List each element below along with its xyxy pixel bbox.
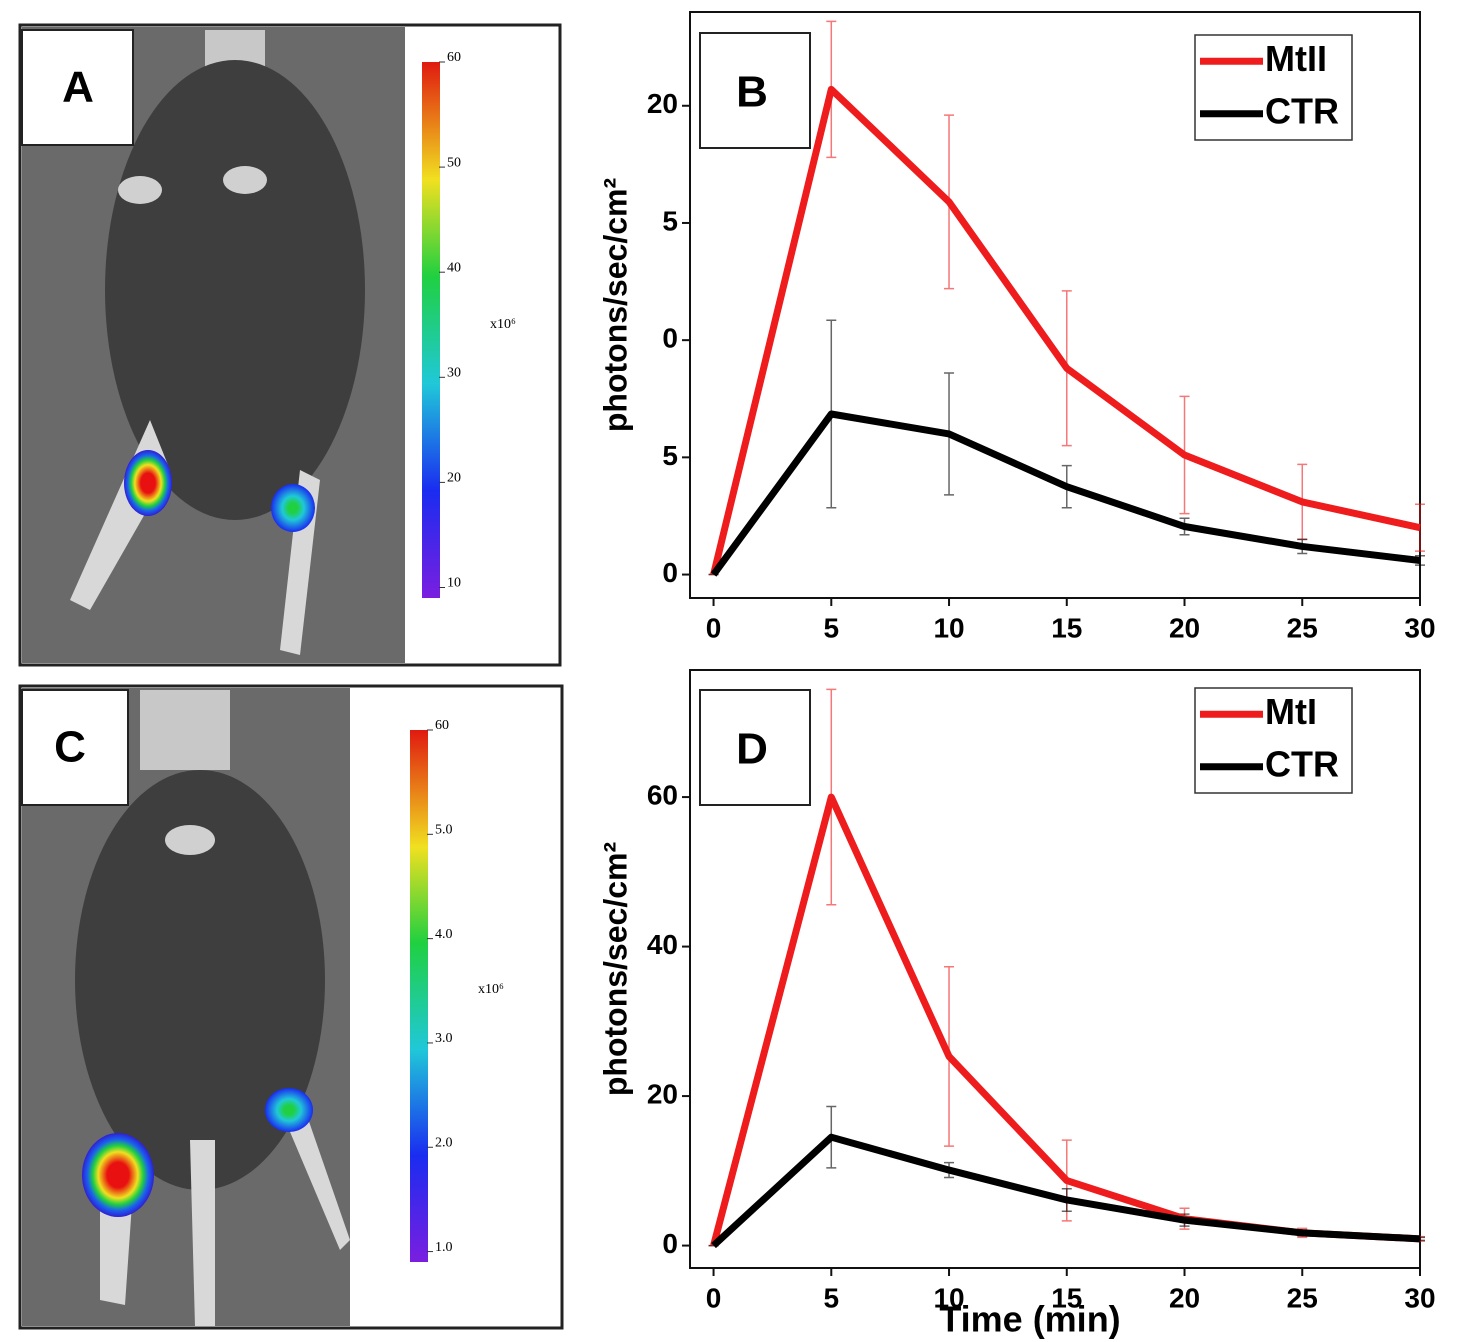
- legend-label: MtII: [1265, 38, 1327, 79]
- panel-label: B: [736, 68, 768, 117]
- x-tick-label: 30: [1404, 1282, 1435, 1313]
- scale-labels: 60 50 40 30 20 10 x10⁶: [439, 50, 516, 591]
- panel-a: A 60 50 40 30 20 10 x10⁶: [18, 23, 562, 667]
- scale-label: 1.0: [435, 1240, 453, 1255]
- scale-label: 4.0: [435, 927, 453, 942]
- legend-box: [1194, 687, 1353, 794]
- nose-cone: [140, 690, 230, 770]
- scale-label: 40: [447, 260, 461, 275]
- panel-label-box: [21, 689, 129, 806]
- y-tick-label: 60: [647, 779, 678, 810]
- x-tick-label: 0: [706, 612, 722, 643]
- mouse-paw: [118, 176, 162, 204]
- scale-label: 50: [447, 155, 461, 170]
- x-tick-label: 10: [933, 612, 964, 643]
- y-tick-label: 20: [647, 1078, 678, 1109]
- scale-label: 20: [447, 471, 461, 486]
- mouse-paw: [165, 825, 215, 855]
- x-tick-label: 30: [1404, 612, 1435, 643]
- scale-label: 3.0: [435, 1031, 453, 1046]
- scale-label: 2.0: [435, 1135, 453, 1150]
- y-tick-label: 5: [662, 440, 678, 471]
- x-tick-label: 5: [824, 1282, 840, 1313]
- luminescence: [265, 1088, 313, 1132]
- mouse-paw: [223, 166, 267, 194]
- scale-labels: 60 5.0 4.0 3.0 2.0 1.0 x10⁶: [427, 718, 504, 1255]
- y-tick-label: 0: [662, 557, 678, 588]
- legend-label: CTR: [1265, 743, 1339, 784]
- legend-box: [1194, 34, 1353, 141]
- x-tick-label: 5: [824, 612, 840, 643]
- x-tick-label: 25: [1287, 1282, 1318, 1313]
- chart: 0 5 10 15 20 25 30 0 20 40 60 photons/sec/cm² Time (…: [597, 669, 1436, 1340]
- series-line: [710, 410, 1421, 577]
- color-bar: [422, 62, 440, 598]
- panel-label-box: [21, 29, 134, 146]
- plot-frame: [689, 669, 1421, 1269]
- chart: 0 5 10 15 20 25 30 0 5 0 5 20 photons/sec/cm² B MtII CT…: [597, 11, 1436, 643]
- scale-label: 30: [447, 366, 461, 381]
- x-tick-label: 0: [706, 1282, 722, 1313]
- y-tick-label: 20: [647, 88, 678, 119]
- panel-label: A: [62, 63, 94, 112]
- x-tick-label: 25: [1287, 612, 1318, 643]
- series-line: [711, 1133, 1421, 1249]
- x-tick-label: 20: [1169, 1282, 1200, 1313]
- y-tick-label: 40: [647, 929, 678, 960]
- x-tick-label: 20: [1169, 612, 1200, 643]
- legend-label: CTR: [1265, 90, 1339, 131]
- panel-c: C 60 5.0 4.0 3.0 2.0 1.0 x10⁶: [18, 684, 564, 1330]
- y-axis-label: photons/sec/cm²: [597, 842, 633, 1096]
- scale-unit: x10⁶: [490, 317, 516, 332]
- plot-frame: [689, 11, 1421, 599]
- mouse-body: [105, 60, 365, 520]
- scale-unit: x10⁶: [478, 982, 504, 997]
- series-line: [710, 85, 1421, 576]
- y-tick-label: 0: [662, 323, 678, 354]
- x-tick-label: 15: [1051, 612, 1082, 643]
- luminescence: [124, 450, 172, 516]
- mouse-body: [75, 770, 325, 1190]
- luminescence: [271, 484, 315, 532]
- series-line: [710, 793, 1421, 1247]
- luminescence: [82, 1133, 154, 1217]
- scale-label: 60: [435, 718, 449, 733]
- y-tick-label: 5: [662, 205, 678, 236]
- scale-label: 60: [447, 50, 461, 65]
- x-axis-label: Time (min): [939, 1299, 1120, 1340]
- legend-label: MtI: [1265, 691, 1317, 732]
- mouse-legs: [100, 1110, 350, 1326]
- color-bar: [410, 730, 428, 1262]
- y-tick-label: 0: [662, 1228, 678, 1259]
- scale-label: 5.0: [435, 823, 453, 838]
- x-tick-label: 10: [933, 1282, 964, 1313]
- panel-label-box: [699, 689, 811, 806]
- panel-label: D: [736, 725, 768, 774]
- x-tick-label: 15: [1051, 1282, 1082, 1313]
- panel-label: C: [54, 723, 86, 772]
- y-axis-label: photons/sec/cm²: [597, 178, 633, 432]
- scale-label: 10: [447, 576, 461, 591]
- panel-label-box: [699, 32, 811, 149]
